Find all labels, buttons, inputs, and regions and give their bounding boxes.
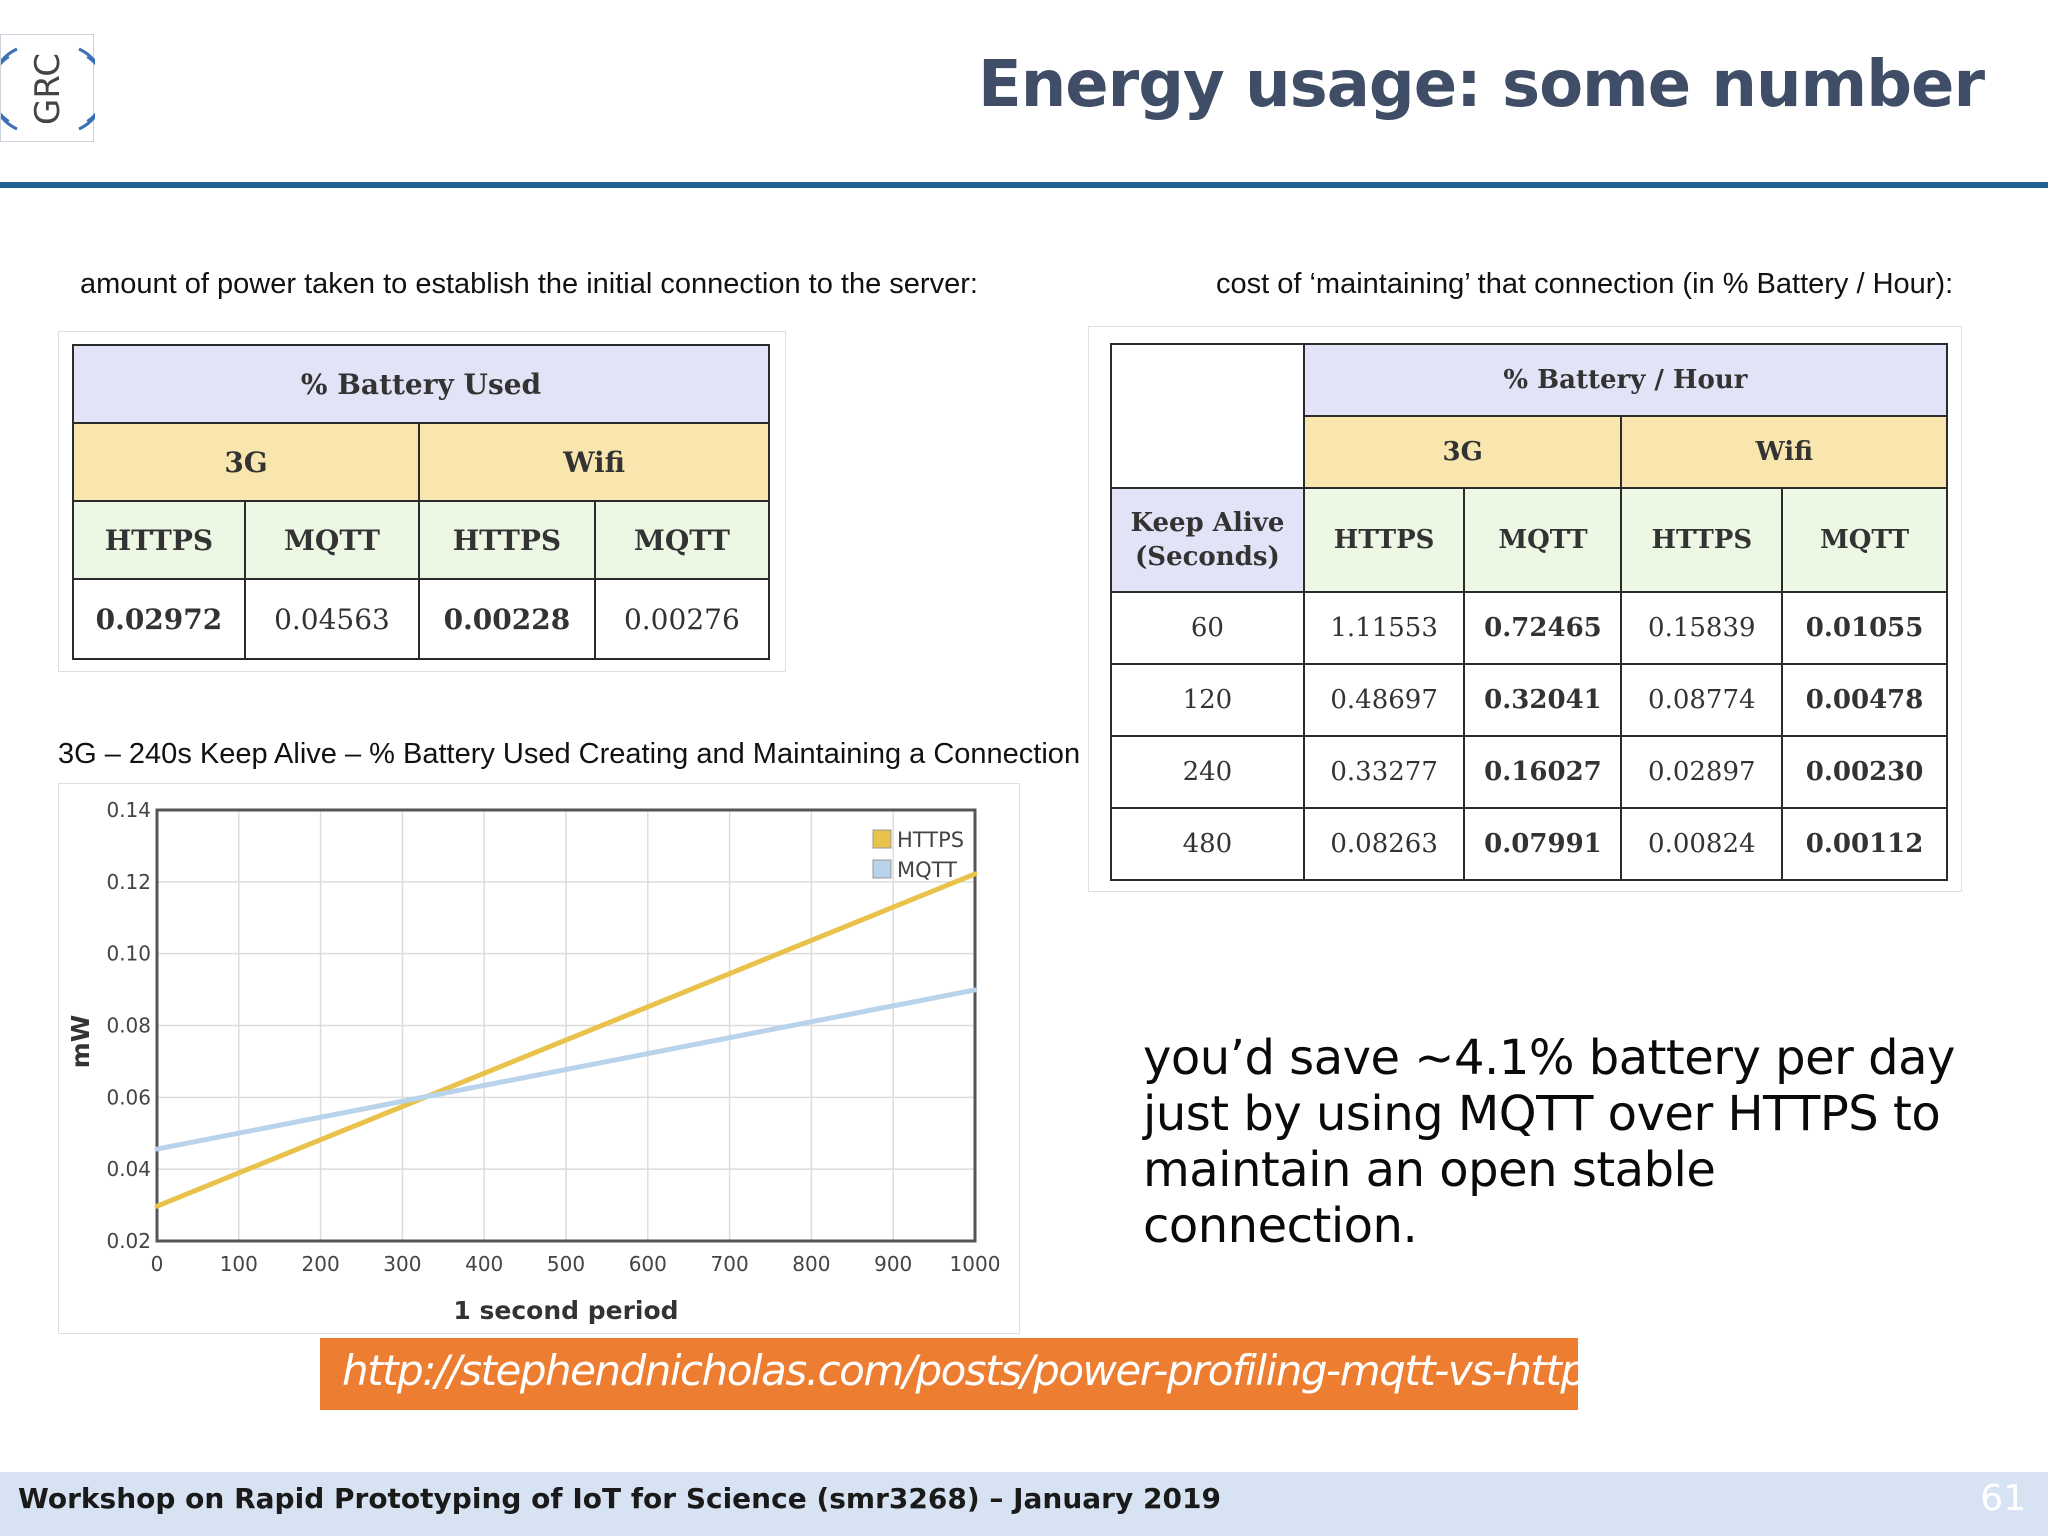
grc-logo-graphic: GRC — [0, 47, 107, 131]
protocol-header: MQTT — [593, 500, 771, 580]
keep-alive-cell: 60 — [1110, 591, 1305, 665]
x-axis-label: 1 second period — [453, 1296, 678, 1325]
value-cell: 0.00228 — [418, 578, 596, 660]
keep-alive-header-line: (Seconds) — [1134, 542, 1280, 572]
keep-alive-cell: 120 — [1110, 663, 1305, 737]
value-cell: 0.02972 — [72, 578, 246, 660]
keep-alive-cell: 480 — [1110, 807, 1305, 881]
savings-note: you’d save ~4.1% battery per day just by… — [1143, 1030, 1955, 1254]
network-header-3g: 3G — [71, 422, 421, 502]
network-header-wifi: Wifi — [418, 422, 770, 502]
value-cell: 0.33277 — [1302, 735, 1466, 809]
source-link[interactable]: http://stephendnicholas.com/posts/power-… — [342, 1346, 1607, 1395]
network-header-wifi: Wifi — [1620, 415, 1948, 489]
value-cell: 0.72465 — [1463, 591, 1623, 665]
initial-battery-table: % Battery Used 3G Wifi HTTPS MQTT HTTPS … — [71, 344, 771, 660]
network-header-3g: 3G — [1302, 415, 1623, 489]
table-row: 120 0.48697 0.32041 0.08774 0.00478 — [1110, 663, 1948, 737]
maintain-connection-caption: cost of ‘maintaining’ that connection (i… — [1216, 268, 1954, 300]
y-tick-label: 0.02 — [106, 1229, 151, 1253]
x-tick-label: 900 — [874, 1252, 912, 1276]
value-cell: 0.00230 — [1781, 735, 1948, 809]
x-tick-label: 0 — [151, 1252, 164, 1276]
x-tick-label: 300 — [383, 1252, 421, 1276]
plot-border — [155, 808, 977, 1243]
value-cell: 0.00276 — [593, 578, 771, 660]
x-tick-label: 400 — [465, 1252, 503, 1276]
y-axis-label: mW — [66, 1015, 95, 1069]
value-cell: 0.32041 — [1463, 663, 1623, 737]
source-link-banner — [320, 1338, 1578, 1410]
protocol-header: MQTT — [1781, 487, 1948, 593]
x-tick-label: 200 — [302, 1252, 340, 1276]
protocol-header: HTTPS — [1620, 487, 1784, 593]
legend-label: HTTPS — [897, 828, 964, 852]
protocol-header: MQTT — [243, 500, 421, 580]
value-cell: 0.16027 — [1463, 735, 1623, 809]
maintain-table-title: % Battery / Hour — [1302, 343, 1949, 417]
legend-swatch — [872, 829, 892, 849]
value-cell: 0.08263 — [1302, 807, 1466, 881]
protocol-header: HTTPS — [72, 500, 246, 580]
x-tick-label: 100 — [220, 1252, 258, 1276]
value-cell: 0.00478 — [1781, 663, 1948, 737]
chart-frame: 0 100 200 300 400 500 600 700 800 900 1000 0.02 0.04… — [58, 783, 1020, 1334]
value-cell: 0.07991 — [1463, 807, 1623, 881]
slide-title: Energy usage: some number — [977, 48, 1985, 122]
battery-line-chart: 0 100 200 300 400 500 600 700 800 900 1000 0.02 0.04… — [66, 798, 1001, 1325]
footer-text: Workshop on Rapid Prototyping of IoT for… — [18, 1482, 1221, 1515]
protocol-header: HTTPS — [418, 500, 596, 580]
initial-table-title: % Battery Used — [72, 344, 770, 424]
y-tick-label: 0.08 — [106, 1014, 151, 1038]
table-row: 60 1.11553 0.72465 0.15839 0.01055 — [1110, 591, 1948, 665]
series-line-https — [154, 871, 978, 1209]
series-line-mqtt — [154, 987, 978, 1152]
legend-label: MQTT — [897, 858, 957, 882]
title-divider — [0, 182, 2048, 188]
y-tick-label: 0.06 — [106, 1085, 151, 1109]
x-tick-label: 1000 — [950, 1252, 1001, 1276]
grc-logo: GRC — [0, 34, 107, 142]
y-tick-label: 0.14 — [106, 798, 151, 822]
chart-title: 3G – 240s Keep Alive – % Battery Used Cr… — [58, 738, 1081, 770]
table-row: 240 0.33277 0.16027 0.02897 0.00230 — [1110, 735, 1948, 809]
value-cell: 1.11553 — [1302, 591, 1466, 665]
value-cell: 0.08774 — [1620, 663, 1784, 737]
maintain-battery-table: % Battery / Hour 3G Wifi Keep Alive (Seco… — [1110, 343, 1949, 881]
keep-alive-cell: 240 — [1110, 735, 1305, 809]
value-cell: 0.02897 — [1620, 735, 1784, 809]
y-tick-label: 0.04 — [106, 1157, 151, 1181]
y-tick-label: 0.10 — [106, 942, 151, 966]
x-tick-label: 700 — [711, 1252, 749, 1276]
value-cell: 0.00112 — [1781, 807, 1948, 881]
footer-bar — [0, 1472, 2048, 1536]
x-tick-label: 800 — [792, 1252, 830, 1276]
legend-swatch — [872, 859, 892, 879]
initial-connection-caption: amount of power taken to establish the i… — [80, 268, 978, 300]
x-tick-label: 600 — [629, 1252, 667, 1276]
protocol-header: HTTPS — [1302, 487, 1466, 593]
logo-text: GRC — [28, 53, 68, 125]
protocol-header: MQTT — [1463, 487, 1623, 593]
page-number: 61 — [1980, 1478, 2026, 1519]
keep-alive-header-line: Keep Alive — [1130, 508, 1285, 538]
value-cell: 0.01055 — [1781, 591, 1948, 665]
value-cell: 0.00824 — [1620, 807, 1784, 881]
x-tick-label: 500 — [547, 1252, 585, 1276]
keep-alive-header: Keep Alive (Seconds) — [1110, 487, 1305, 593]
blank-corner-cell — [1110, 343, 1305, 489]
value-cell: 0.48697 — [1302, 663, 1466, 737]
value-cell: 0.04563 — [243, 578, 421, 660]
value-cell: 0.15839 — [1620, 591, 1784, 665]
table-row: 480 0.08263 0.07991 0.00824 0.00112 — [1110, 807, 1948, 881]
y-tick-label: 0.12 — [106, 870, 151, 894]
